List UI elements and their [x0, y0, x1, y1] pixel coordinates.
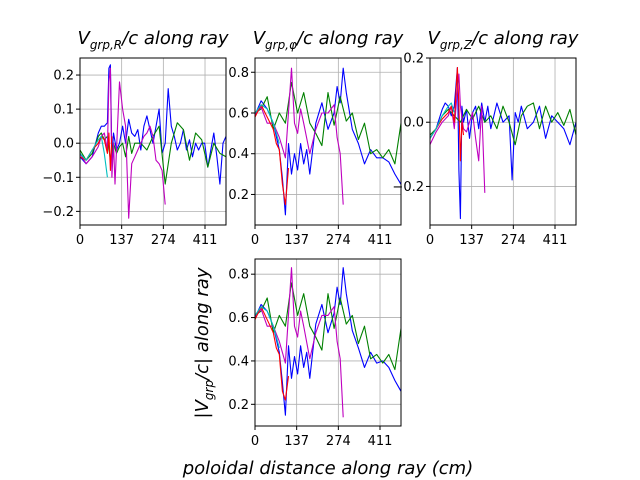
x-axis-label: poloidal distance along ray (cm)	[182, 458, 474, 479]
y-axis-label-bottom: |Vgrp/c| along ray	[192, 267, 216, 418]
x-tick-label: 411	[368, 233, 393, 248]
y-tick-label: 0.2	[403, 52, 424, 67]
x-tick-label: 274	[151, 233, 176, 248]
x-tick-label: 137	[284, 434, 309, 449]
series-group	[430, 67, 576, 220]
x-tick-label: 0	[251, 434, 259, 449]
y-tick-label: 0.4	[228, 354, 249, 369]
series-line	[255, 267, 401, 416]
series-line	[255, 81, 401, 165]
y-tick-label: −0.2	[392, 180, 424, 195]
series-line	[255, 306, 280, 349]
series-line	[255, 104, 290, 206]
x-tick-label: 0	[76, 233, 84, 248]
y-tick-label: 0.2	[228, 188, 249, 203]
x-tick-label: 411	[193, 233, 218, 248]
y-tick-label: 0.8	[228, 268, 249, 283]
grid	[79, 58, 226, 225]
y-tick-label: 0.6	[228, 106, 249, 121]
series-line	[255, 104, 280, 144]
x-tick-label: 411	[543, 233, 568, 248]
x-tick-label: 274	[326, 434, 351, 449]
x-tick-label: 137	[109, 233, 134, 248]
series-line	[80, 122, 226, 185]
x-tick-label: 0	[251, 233, 259, 248]
y-tick-label: 0.0	[403, 116, 424, 131]
series-line	[430, 67, 465, 162]
series-group	[255, 267, 401, 418]
series-line	[80, 67, 166, 219]
y-tick-label: 0.6	[228, 311, 249, 326]
y-tick-label: −0.2	[42, 205, 74, 220]
subplot-title: Vgrp,R/c along ray	[77, 28, 228, 52]
x-tick-label: 0	[426, 233, 434, 248]
x-tick-label: 137	[284, 233, 309, 248]
subplot-frame	[254, 258, 402, 427]
subplot-v-grp-z: Vgrp,Z/c along ray 0 137 274 411 −0.2 0.0 0.2	[392, 28, 578, 248]
subplot-v-grp-phi: Vgrp,φ/c along ray 0 137 274 411 0.2 0.4 0.6 0.…	[228, 28, 403, 248]
series-line	[430, 102, 455, 139]
series-line	[430, 73, 486, 193]
y-tick-label: 0.4	[228, 147, 249, 162]
x-tick-label: 274	[326, 233, 351, 248]
x-tick-label: 137	[459, 233, 484, 248]
series-line	[255, 306, 290, 401]
subplot-title: Vgrp,Z/c along ray	[428, 28, 579, 52]
subplot-v-grp-magnitude: 0 137 274 411 0.2 0.4 0.6 0.8	[228, 258, 402, 449]
y-tick-label: 0.2	[228, 398, 249, 413]
y-tick-label: 0.2	[53, 69, 74, 84]
x-tick-label: 274	[501, 233, 526, 248]
subplot-frame	[79, 57, 227, 226]
series-line	[255, 267, 344, 418]
series-line	[80, 135, 108, 178]
y-tick-label: 0.0	[53, 137, 74, 152]
series-line	[255, 67, 401, 216]
series-line	[255, 282, 401, 371]
series-line	[255, 67, 344, 205]
x-tick-label: 411	[368, 434, 393, 449]
subplot-frame	[429, 57, 577, 226]
y-tick-label: 0.1	[53, 103, 74, 118]
series-group	[255, 67, 401, 216]
series-group	[80, 64, 226, 219]
series-line	[430, 67, 576, 220]
subplot-title: Vgrp,φ/c along ray	[253, 28, 404, 52]
subplot-frame	[254, 57, 402, 226]
grid	[429, 57, 576, 225]
series-line	[80, 64, 226, 185]
y-tick-label: −0.1	[42, 171, 74, 186]
y-tick-label: 0.8	[228, 66, 249, 81]
subplot-v-grp-r: Vgrp,R/c along ray 0 137 274 411 −0.2 −0.1 0.0…	[42, 28, 228, 248]
